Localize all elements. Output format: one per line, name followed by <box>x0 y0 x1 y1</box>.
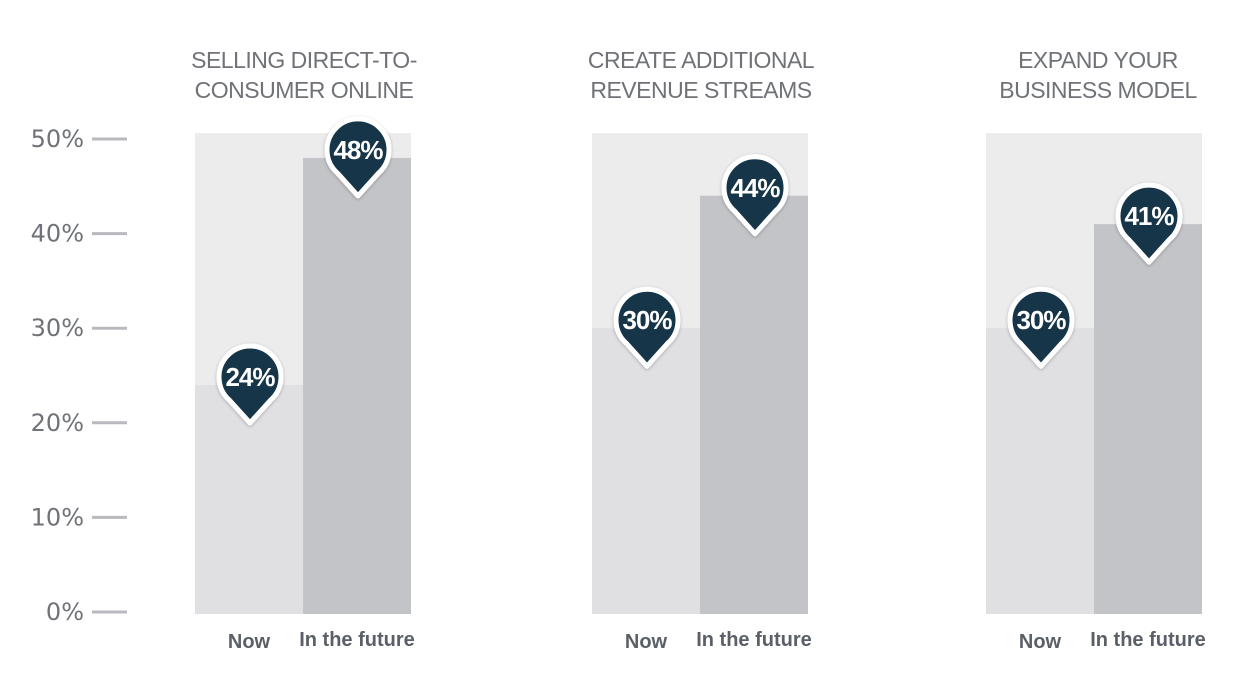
y-tick-label: 20% <box>31 409 84 437</box>
panel-title: BUSINESS MODEL <box>999 77 1197 103</box>
value-pin <box>613 286 681 369</box>
chart-panel: EXPAND YOUR BUSINESS MODEL Now In the futur… <box>986 47 1206 653</box>
panel-title: SELLING DIRECT-TO- <box>191 47 417 73</box>
value-pin-shape <box>1007 286 1075 369</box>
x-category-label: In the future <box>299 629 415 651</box>
chart-panels: SELLING DIRECT-TO- CONSUMER ONLINE Now In t… <box>191 47 1206 653</box>
value-pin-shape <box>1115 182 1183 265</box>
y-tick-label: 0% <box>46 598 84 626</box>
value-pin-shape <box>216 343 284 426</box>
bar-in-the-future <box>303 157 411 615</box>
bar-now <box>592 328 700 614</box>
value-pin-shape <box>721 154 789 237</box>
value-pin <box>1007 286 1075 369</box>
value-pin <box>1115 182 1183 265</box>
y-tick-label: 50% <box>31 125 84 153</box>
value-label: 41% <box>1124 201 1174 231</box>
x-category-label: In the future <box>696 629 812 651</box>
value-pin <box>721 154 789 237</box>
value-pin <box>324 116 392 199</box>
panel-title: REVENUE STREAMS <box>590 77 811 103</box>
value-label: 30% <box>1016 305 1066 335</box>
y-tick-label: 10% <box>31 503 84 531</box>
bar-now <box>986 328 1094 614</box>
chart-panel: CREATE ADDITIONAL REVENUE STREAMS Now In th… <box>588 47 815 653</box>
y-tick-label: 40% <box>31 220 84 248</box>
chart-panel: SELLING DIRECT-TO- CONSUMER ONLINE Now In t… <box>191 47 417 653</box>
x-category-label: In the future <box>1090 629 1206 651</box>
x-category-label: Now <box>625 631 668 653</box>
x-category-label: Now <box>1019 631 1062 653</box>
value-label: 30% <box>622 305 672 335</box>
value-pin-shape <box>613 286 681 369</box>
value-label: 48% <box>333 135 383 165</box>
y-axis: 0% 10% 20% 30% 40% 50% <box>31 125 127 626</box>
panel-title: EXPAND YOUR <box>1018 47 1178 73</box>
panel-title: CREATE ADDITIONAL <box>588 47 815 73</box>
bar-in-the-future <box>700 195 808 614</box>
bar-in-the-future <box>1094 224 1202 614</box>
value-pin-shape <box>324 116 392 199</box>
panel-title: CONSUMER ONLINE <box>195 77 414 103</box>
value-label: 44% <box>730 173 780 203</box>
x-category-label: Now <box>228 631 271 653</box>
value-pin <box>216 343 284 426</box>
value-label: 24% <box>225 362 275 392</box>
y-tick-label: 30% <box>31 314 84 342</box>
